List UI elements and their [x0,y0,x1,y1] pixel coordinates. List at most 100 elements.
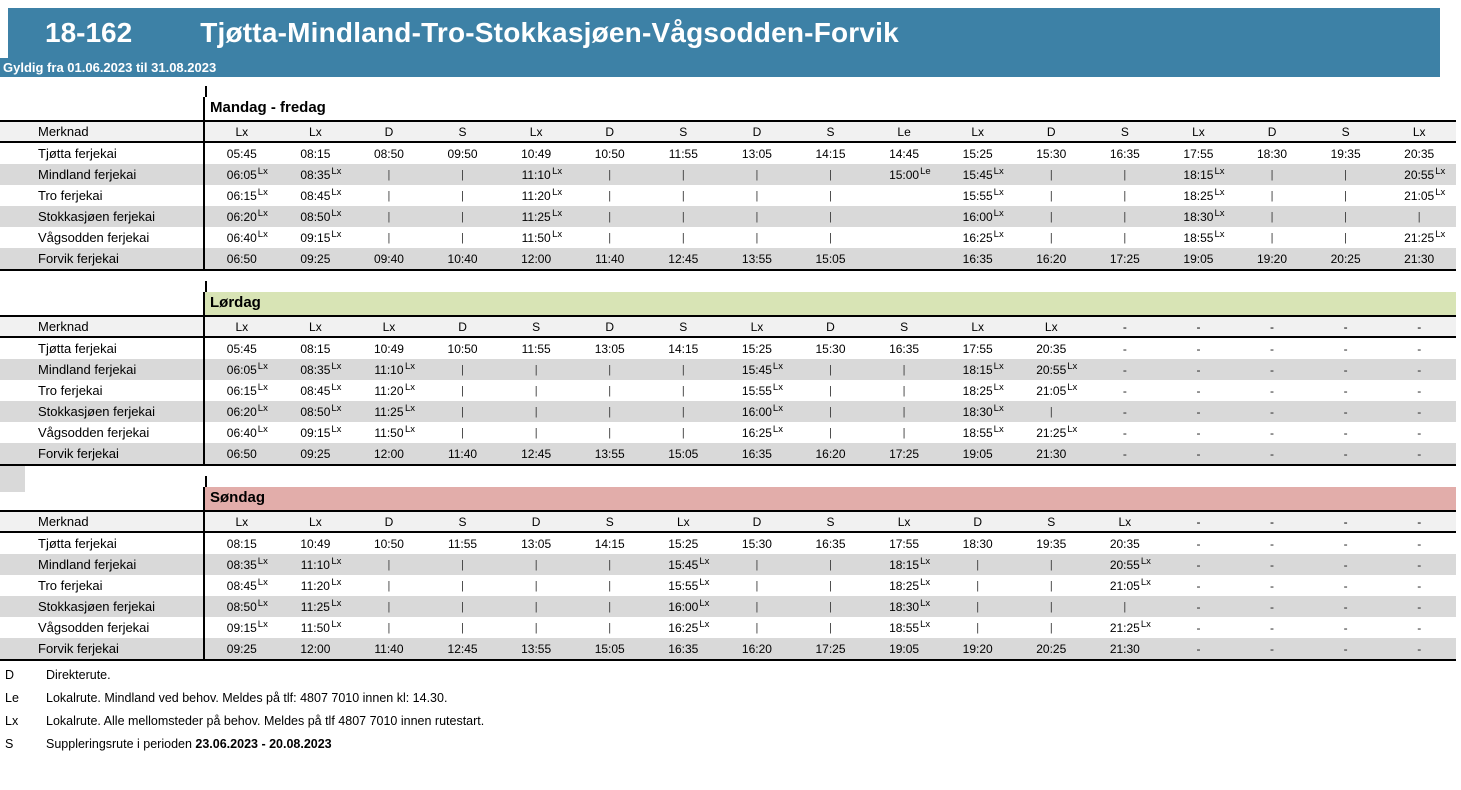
dash-mark: - [1343,383,1348,398]
time-cell: - [1162,443,1236,464]
time-cell: | [573,401,647,422]
dash-mark: - [1270,578,1275,593]
time-cell: 17:25 [1088,248,1162,269]
note-label: Lx [993,229,1004,240]
note-label: Lx [772,382,783,393]
day-header-row: Mandag - fredag [0,97,1456,120]
merknad-code-cell: Lx [971,319,985,334]
footnote-line: S Suppleringsrute i perioden 23.06.2023 -… [5,737,1105,751]
merknad-code-cell: Lx [971,124,985,139]
dash-mark: - [1122,362,1127,377]
station-label: Forvik ferjekai [0,248,205,269]
time-cell: 21:25 Lx [1382,227,1456,248]
pipe-mark: | [829,363,832,376]
time-value: 18:30 [962,404,993,419]
time-cell: | [941,554,1015,575]
time-cell: 06:15 Lx [205,185,279,206]
time-cell: 18:30 Lx [1162,206,1236,227]
time-cell: | [1309,206,1383,227]
station-label: Stokkasjøen ferjekai [0,206,205,227]
time-value: 11:55 [447,536,478,551]
station-label: Forvik ferjekai [0,443,205,464]
note-label: Lx [331,208,342,219]
time-cell: | [794,401,868,422]
footnote-line: D Direkterute. [5,668,1105,682]
pipe-mark: | [1123,168,1127,181]
time-cell: - [1162,617,1236,638]
pipe-mark: | [1344,189,1348,202]
time-cell: 05:45 [205,143,279,164]
merknad-code-cell: D [384,124,394,139]
pipe-mark: | [755,168,759,181]
time-cell: - [1382,596,1456,617]
pipe-mark: | [829,384,832,397]
pipe-mark: | [1123,189,1127,202]
note-label: Lx [1214,166,1225,177]
pipe-mark: | [902,363,906,376]
time-cell: - [1162,533,1236,554]
time-cell: | [499,617,573,638]
pipe-mark: | [1123,231,1127,244]
station-label: Tro ferjekai [0,185,205,206]
pipe-mark: | [755,231,759,244]
time-value: 21:25 [1109,620,1140,635]
time-cell: - [1235,596,1309,617]
time-value: 12:45 [521,446,552,461]
route-header-bar: 18-162 Tjøtta-Mindland-Tro-Stokkasjøen-V… [8,8,1440,58]
time-cell: | [794,164,868,185]
station-label: Mindland ferjekai [0,359,205,380]
time-cell: 18:55 Lx [867,617,941,638]
dash-mark: - [1122,425,1127,440]
merknad-code-cell: - [1343,514,1348,529]
time-value: 14:15 [815,146,846,161]
time-cell: 19:05 [1162,248,1236,269]
station-row: Forvik ferjekai 06:50 09:25 09:40 10:40 12:00… [0,248,1456,269]
time-value: 11:10 [374,362,404,377]
note-label: Lx [552,187,563,198]
time-value: 15:05 [668,446,699,461]
time-cell: | [794,554,868,575]
time-value: 11:25 [374,404,404,419]
time-value: 06:50 [226,251,257,266]
time-cell: | [573,554,647,575]
dash-mark: - [1196,383,1201,398]
time-cell: | [426,554,500,575]
time-value: 10:50 [373,536,404,551]
merknad-code-cell: D [384,514,394,529]
time-cell: 06:40 Lx [205,227,279,248]
time-cell: | [1088,596,1162,617]
pipe-mark: | [1344,168,1348,181]
time-cell: 18:30 Lx [867,596,941,617]
merknad-code-cell: Le [897,124,911,139]
merknad-code-cell: - [1270,319,1275,334]
time-value: 17:25 [815,641,846,656]
time-value: 13:05 [741,146,772,161]
time-cell: 11:55 [426,533,500,554]
pipe-mark: | [461,621,464,634]
pipe-mark: | [1270,210,1274,223]
dash-mark: - [1270,383,1275,398]
time-cell: 20:55 Lx [1088,554,1162,575]
footnote-text: Suppleringsrute i perioden 23.06.2023 - … [46,737,332,751]
pipe-mark: | [608,210,612,223]
note-label: Lx [331,577,342,588]
time-value: 16:35 [815,536,846,551]
time-cell: 18:15 Lx [941,359,1015,380]
pipe-mark: | [1049,168,1053,181]
time-cell: 15:00 Le [867,164,941,185]
pipe-mark: | [1049,210,1053,223]
time-cell: - [1162,422,1236,443]
time-cell: 10:49 [499,143,573,164]
time-value: 08:35 [300,167,331,182]
time-value: 17:25 [1109,251,1140,266]
merknad-code-cell: S [458,124,467,139]
time-cell: - [1162,554,1236,575]
note-label: Lx [257,403,268,414]
time-cell: 11:55 [499,338,573,359]
time-value: 11:50 [374,425,404,440]
time-cell: | [1235,185,1309,206]
merknad-code-cell: - [1417,514,1422,529]
time-cell: | [426,359,500,380]
merknad-code-cell: D [605,319,615,334]
time-value: 19:35 [1036,536,1067,551]
